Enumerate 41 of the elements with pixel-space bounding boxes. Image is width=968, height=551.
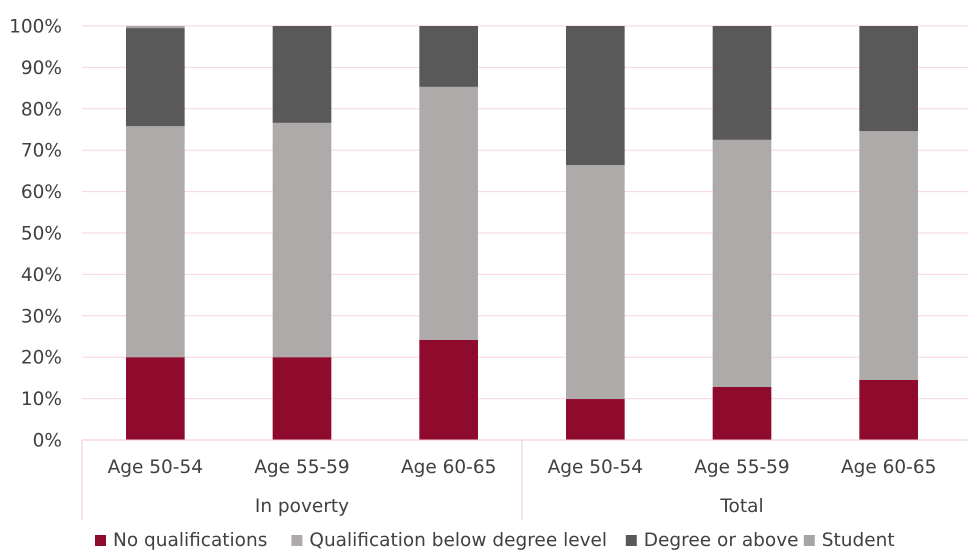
y-tick-label: 20%: [20, 348, 62, 369]
bar: [419, 26, 478, 87]
bar: [126, 357, 185, 440]
y-tick-label: 70%: [20, 140, 62, 162]
bar: [859, 380, 918, 440]
x-tick-label: Age 60-65: [400, 457, 496, 478]
legend-label: Qualification below degree level: [309, 530, 608, 551]
bar: [566, 399, 625, 440]
bar: [419, 340, 478, 440]
bar: [859, 26, 918, 132]
legend-label: Student: [822, 530, 895, 551]
legend-label: Degree or above: [644, 530, 799, 551]
bar: [712, 140, 772, 388]
bar: [419, 86, 478, 340]
y-tick-label: 60%: [20, 182, 62, 204]
x-tick-label: Age 50-54: [108, 457, 204, 478]
y-tick-label: 80%: [20, 99, 62, 120]
y-tick-label: 50%: [20, 223, 62, 244]
y-tick-label: 40%: [20, 264, 62, 286]
x-tick-label: Age 55-59: [254, 457, 350, 478]
y-tick-label: 90%: [20, 58, 62, 79]
bar: [272, 26, 332, 123]
text: Total: [719, 496, 764, 517]
bar: [126, 126, 185, 358]
bar: [272, 357, 332, 440]
y-tick-label: 100%: [9, 16, 62, 38]
bar: [566, 26, 625, 166]
bar: [712, 387, 772, 440]
text: In poverty: [254, 496, 350, 517]
x-tick-label: Age 55-59: [694, 457, 790, 478]
y-tick-label: 10%: [20, 389, 62, 410]
bar: [712, 26, 772, 140]
y-tick-label: 30%: [20, 306, 62, 328]
x-tick-label: Age 60-65: [840, 457, 936, 478]
bar: [566, 165, 625, 400]
legend-label: No qualifications: [113, 530, 268, 551]
bar: [272, 122, 332, 358]
bar: [126, 28, 185, 126]
y-tick-label: 0%: [32, 430, 62, 452]
x-tick-label: Age 50-54: [548, 457, 644, 478]
bar: [859, 131, 918, 380]
